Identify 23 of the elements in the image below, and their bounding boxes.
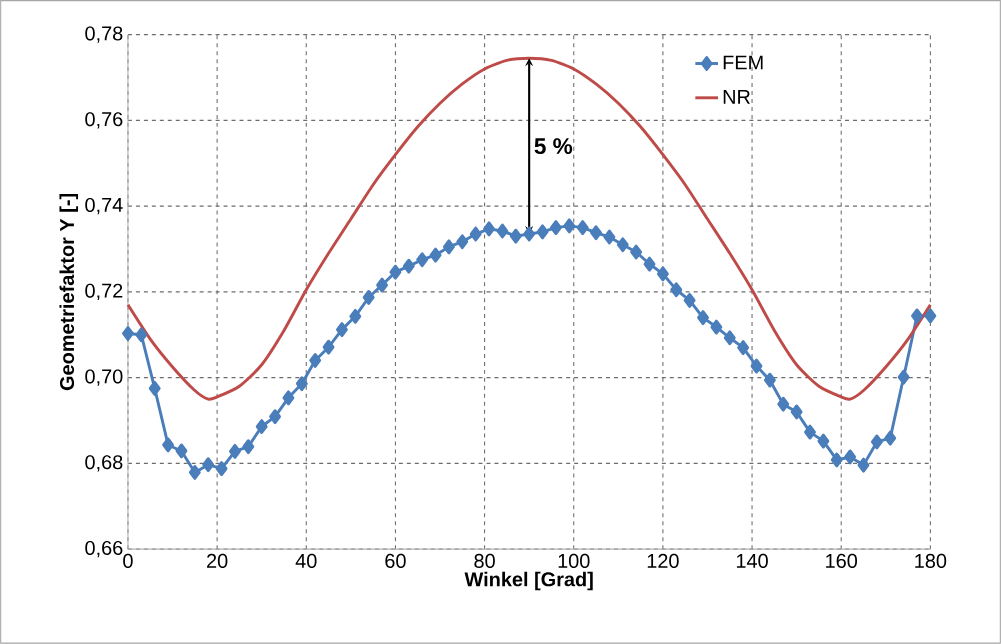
x-tick-label: 120 [647,553,679,569]
annotation: 5 % [534,138,573,155]
y-axis-title: Geometriefaktor Y [-] [59,194,79,391]
x-tick-label: 160 [826,553,858,569]
legend-label: NR [723,90,750,104]
x-tick-label: 20 [207,553,228,569]
y-tick-label: 0,78 [85,26,123,43]
x-tick-label: 80 [474,553,495,569]
y-tick-label: 0,68 [85,455,123,472]
x-tick-label: 0 [123,553,133,569]
x-axis-title: Winkel [Grad] [464,571,593,591]
line-series [126,56,932,401]
y-tick-label: 0,72 [85,283,123,301]
x-tick-label: 40 [295,553,317,569]
x-tick-label: 60 [385,553,406,569]
y-tick-label: 0,74 [85,198,123,215]
x-tick-label: 140 [736,553,768,569]
x-tick-label: 100 [558,553,590,569]
y-tick-label: 0,70 [85,369,123,386]
legend-label: FEM [723,55,763,70]
y-tick-label: 0,66 [85,541,123,558]
y-tick-label: 0,76 [85,112,123,129]
x-tick-label: 180 [915,553,947,569]
